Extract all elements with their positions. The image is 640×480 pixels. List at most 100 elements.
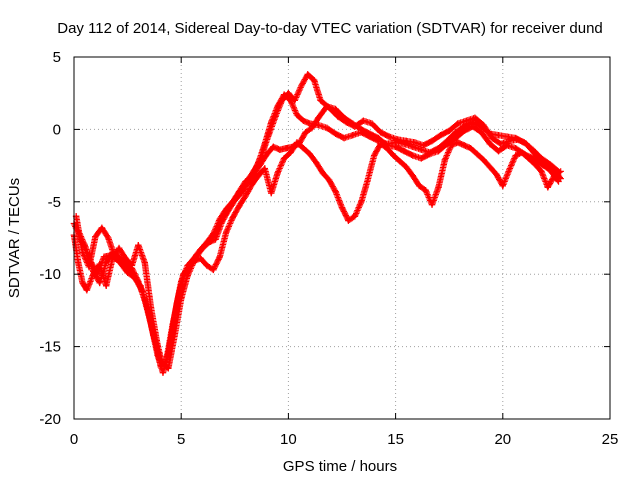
data-point xyxy=(394,136,401,143)
ticks xyxy=(73,56,611,420)
data-point xyxy=(499,182,506,190)
data-point xyxy=(418,155,425,162)
data-point xyxy=(441,156,449,164)
data-point xyxy=(426,150,434,158)
data-point xyxy=(90,271,97,278)
data-point xyxy=(265,130,273,137)
data-point xyxy=(403,163,410,171)
data-point xyxy=(216,253,223,261)
data-point xyxy=(109,255,116,262)
data-point xyxy=(497,140,504,148)
y-tick-label: -10 xyxy=(39,266,61,283)
data-point xyxy=(493,171,500,178)
data-point xyxy=(366,130,374,137)
data-point xyxy=(538,160,545,168)
x-tick-label: 0 xyxy=(70,431,78,448)
data-point xyxy=(531,160,539,168)
data-point xyxy=(313,159,320,166)
data-point xyxy=(332,188,339,195)
data-point xyxy=(79,279,86,287)
x-tick-label: 25 xyxy=(602,431,619,448)
data-point xyxy=(463,117,470,124)
data-point xyxy=(165,365,172,372)
data-point xyxy=(368,120,376,127)
data-point xyxy=(270,143,277,150)
data-point xyxy=(418,146,425,153)
data-point xyxy=(338,204,346,211)
data-point xyxy=(128,262,136,269)
chart-title: Day 112 of 2014, Sidereal Day-to-day VTE… xyxy=(57,20,603,37)
data-point xyxy=(538,168,545,175)
data-point xyxy=(340,134,348,142)
data-point xyxy=(471,114,479,122)
data-point xyxy=(278,97,286,104)
data-point xyxy=(495,131,502,139)
data-point xyxy=(75,259,82,266)
data-point xyxy=(98,224,106,232)
y-tick-label: -20 xyxy=(39,411,61,428)
data-point xyxy=(377,129,384,136)
data-point xyxy=(96,260,103,268)
x-tick-label: 15 xyxy=(387,431,404,448)
data-point xyxy=(283,145,290,152)
data-point xyxy=(287,149,294,156)
data-point xyxy=(205,239,213,246)
data-point xyxy=(415,182,423,190)
data-point xyxy=(197,255,204,262)
data-point xyxy=(473,150,481,158)
data-point xyxy=(304,71,311,78)
data-point xyxy=(411,139,419,146)
data-point xyxy=(225,207,232,214)
data-point xyxy=(96,279,103,287)
data-point xyxy=(154,341,161,349)
data-point xyxy=(480,156,487,164)
data-point xyxy=(92,233,99,240)
data-point xyxy=(400,147,408,155)
data-point xyxy=(306,150,314,158)
series-trace-d xyxy=(70,139,564,372)
data-point xyxy=(212,236,219,243)
data-point xyxy=(525,155,532,162)
data-point xyxy=(102,282,110,289)
data-point xyxy=(396,158,404,165)
data-point xyxy=(443,140,451,148)
data-point xyxy=(446,127,453,135)
data-point xyxy=(147,305,155,313)
data-point xyxy=(546,166,554,174)
data-point xyxy=(272,113,279,120)
y-tick-label: -5 xyxy=(48,194,61,211)
data-point xyxy=(377,140,384,148)
data-point xyxy=(360,117,367,124)
data-point xyxy=(291,97,299,104)
data-point xyxy=(358,126,365,133)
data-point xyxy=(332,130,339,137)
data-point xyxy=(159,369,167,376)
data-point xyxy=(79,249,86,256)
x-axis-label: GPS time / hours xyxy=(283,458,397,475)
data-point xyxy=(523,140,530,148)
data-point xyxy=(435,147,442,155)
y-tick-label: 0 xyxy=(53,121,61,138)
data-point xyxy=(461,127,468,135)
data-point xyxy=(461,142,468,149)
data-point xyxy=(248,181,256,188)
data-point xyxy=(420,142,427,149)
data-point xyxy=(385,133,393,140)
data-point xyxy=(422,187,429,194)
data-point xyxy=(319,169,326,177)
data-point xyxy=(137,282,144,289)
y-axis-label: SDTVAR / TECUs xyxy=(6,178,23,298)
x-tick-label: 20 xyxy=(494,431,511,448)
data-point xyxy=(105,234,112,242)
data-point xyxy=(555,178,562,185)
data-point xyxy=(293,139,301,146)
data-point xyxy=(130,273,138,281)
data-point xyxy=(480,121,487,129)
data-point xyxy=(551,172,558,179)
data-point xyxy=(518,149,526,156)
plot-data xyxy=(70,71,564,376)
data-point xyxy=(488,134,496,142)
x-tick-label: 10 xyxy=(280,431,297,448)
